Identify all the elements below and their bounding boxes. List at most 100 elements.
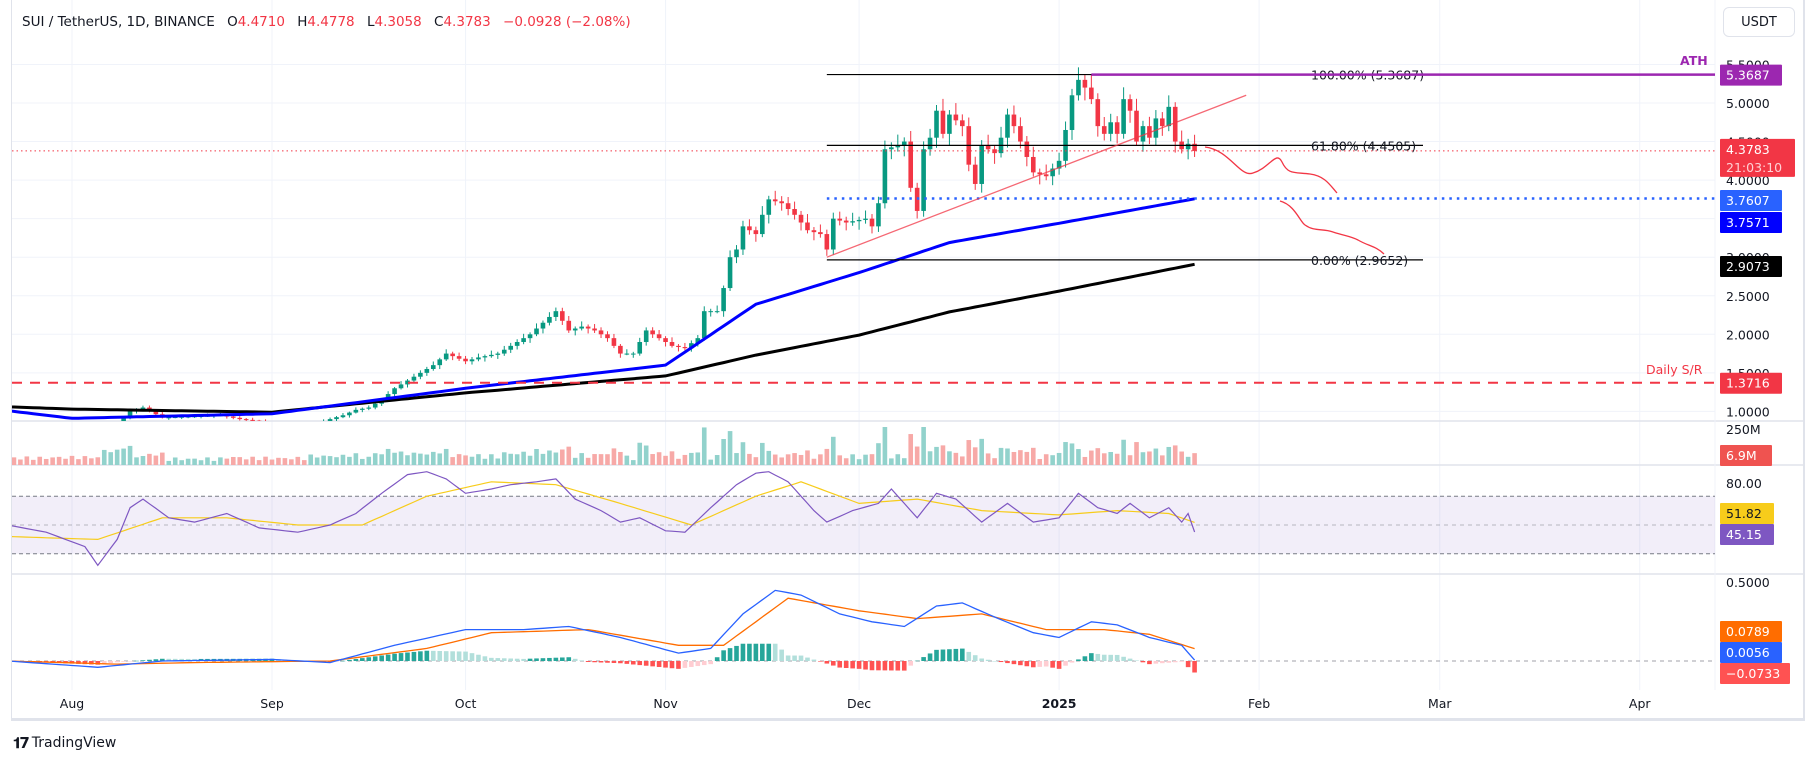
candle	[340, 413, 346, 419]
candle-body	[340, 415, 346, 418]
candle	[992, 145, 997, 164]
macd-histogram-bar	[914, 660, 920, 662]
volume-bar	[869, 454, 875, 465]
candle-body	[302, 426, 307, 427]
tradingview-logo-icon[interactable]: 𝟏7	[13, 734, 30, 752]
macd-histogram-bar	[624, 661, 630, 664]
volume-bar	[656, 452, 662, 465]
volume-bar	[714, 455, 720, 465]
candle-body	[353, 409, 359, 413]
candle	[1063, 121, 1068, 168]
candle	[876, 196, 881, 232]
volume-bar	[669, 451, 675, 465]
volume-bar	[598, 454, 604, 465]
volume-bar	[308, 454, 314, 465]
macd-histogram-bar	[689, 661, 694, 667]
candle-body	[1140, 126, 1146, 142]
volume-bar	[934, 446, 939, 465]
currency-button[interactable]: USDT	[1723, 7, 1795, 37]
candle	[1018, 117, 1023, 149]
volume-bar	[269, 459, 275, 465]
candle-body	[1089, 87, 1094, 100]
candle	[727, 250, 733, 292]
volume-bar	[966, 440, 972, 465]
candle-body	[760, 214, 765, 235]
macd-histogram-bar	[1018, 661, 1023, 666]
macd-histogram-bar	[179, 658, 184, 661]
rsi-ma-badge-background	[1720, 503, 1774, 524]
macd-histogram-bar	[598, 661, 604, 663]
volume-bar	[1166, 446, 1172, 465]
volume-bar	[1005, 448, 1010, 465]
volume-bar	[721, 439, 726, 465]
volume-bar	[101, 449, 107, 465]
candle	[1069, 88, 1075, 140]
candle	[837, 211, 843, 226]
volume-bar	[250, 456, 255, 465]
volume-bar	[1095, 448, 1101, 465]
candle	[405, 379, 410, 388]
volume-bar	[850, 454, 855, 465]
volume-bar	[295, 456, 301, 465]
volume-bar	[1018, 450, 1023, 465]
candle-body	[940, 110, 946, 134]
candle-body	[592, 328, 597, 331]
volume-bar	[276, 457, 281, 465]
volume-bar	[624, 455, 630, 465]
candle-body	[1050, 168, 1055, 177]
candle	[302, 425, 307, 428]
macd-histogram-bar	[992, 661, 997, 662]
macd-histogram-bar	[714, 657, 720, 661]
macd-badge-value: 0.0056	[1726, 645, 1770, 660]
volume-bar	[830, 436, 836, 465]
symbol-title[interactable]: SUI / TetherUS, 1D, BINANCE	[22, 14, 215, 30]
candle-body	[5, 422, 10, 423]
candle	[540, 320, 546, 334]
time-axis[interactable]: Aug Sep Oct Nov Dec 2025 Feb Mar Apr	[60, 696, 1652, 711]
candle	[1076, 67, 1081, 101]
candle	[818, 224, 823, 238]
candle	[669, 337, 675, 348]
volume-bar	[153, 455, 159, 465]
candle-body	[437, 359, 443, 366]
brand-name[interactable]: TradingView	[31, 735, 117, 751]
macd-signal-line	[12, 597, 1195, 665]
candle	[805, 214, 810, 234]
volume-bar	[863, 454, 868, 465]
candle-body	[1005, 114, 1010, 138]
macd-histogram-bar	[979, 658, 984, 661]
candle-body	[1095, 99, 1101, 127]
macd-histogram-bar	[540, 658, 546, 661]
volume-bar	[501, 452, 507, 465]
candle-body	[443, 353, 449, 360]
candle	[482, 354, 488, 362]
candle-body	[1153, 118, 1159, 138]
volume-bar	[843, 458, 849, 465]
candle-body	[540, 322, 546, 329]
chart-canvas[interactable]: 100.00% (5.3687)61.80% (4.4505)0.00% (2.…	[0, 0, 1814, 722]
candle	[953, 103, 959, 126]
candle-body	[89, 436, 94, 437]
volume-bar	[1185, 456, 1191, 465]
macd-histogram-bar	[153, 659, 159, 661]
candle	[979, 140, 984, 193]
ath-label: ATH	[1680, 53, 1708, 68]
macd-histogram-bar	[1114, 654, 1120, 661]
candle	[1127, 94, 1133, 123]
candle	[792, 201, 797, 220]
macd-histogram-bar	[637, 661, 643, 666]
price-axis[interactable]: 5.50005.00004.50004.00003.00002.50002.00…	[1720, 57, 1795, 684]
candle	[682, 342, 688, 351]
macd-histogram-bar	[1134, 660, 1139, 661]
candle-body	[747, 226, 752, 231]
macd-histogram-bar	[443, 651, 449, 661]
macd-histogram-bar	[482, 656, 488, 661]
macd-histogram-bar	[1082, 656, 1088, 661]
candle	[437, 357, 443, 370]
candle	[921, 141, 926, 217]
volume-bar	[734, 453, 739, 465]
candle-body	[44, 427, 49, 428]
macd-histogram-bar	[1030, 661, 1036, 668]
macd-signal-badge-value: 0.0789	[1726, 624, 1770, 639]
macd-histogram-bar	[856, 661, 862, 669]
